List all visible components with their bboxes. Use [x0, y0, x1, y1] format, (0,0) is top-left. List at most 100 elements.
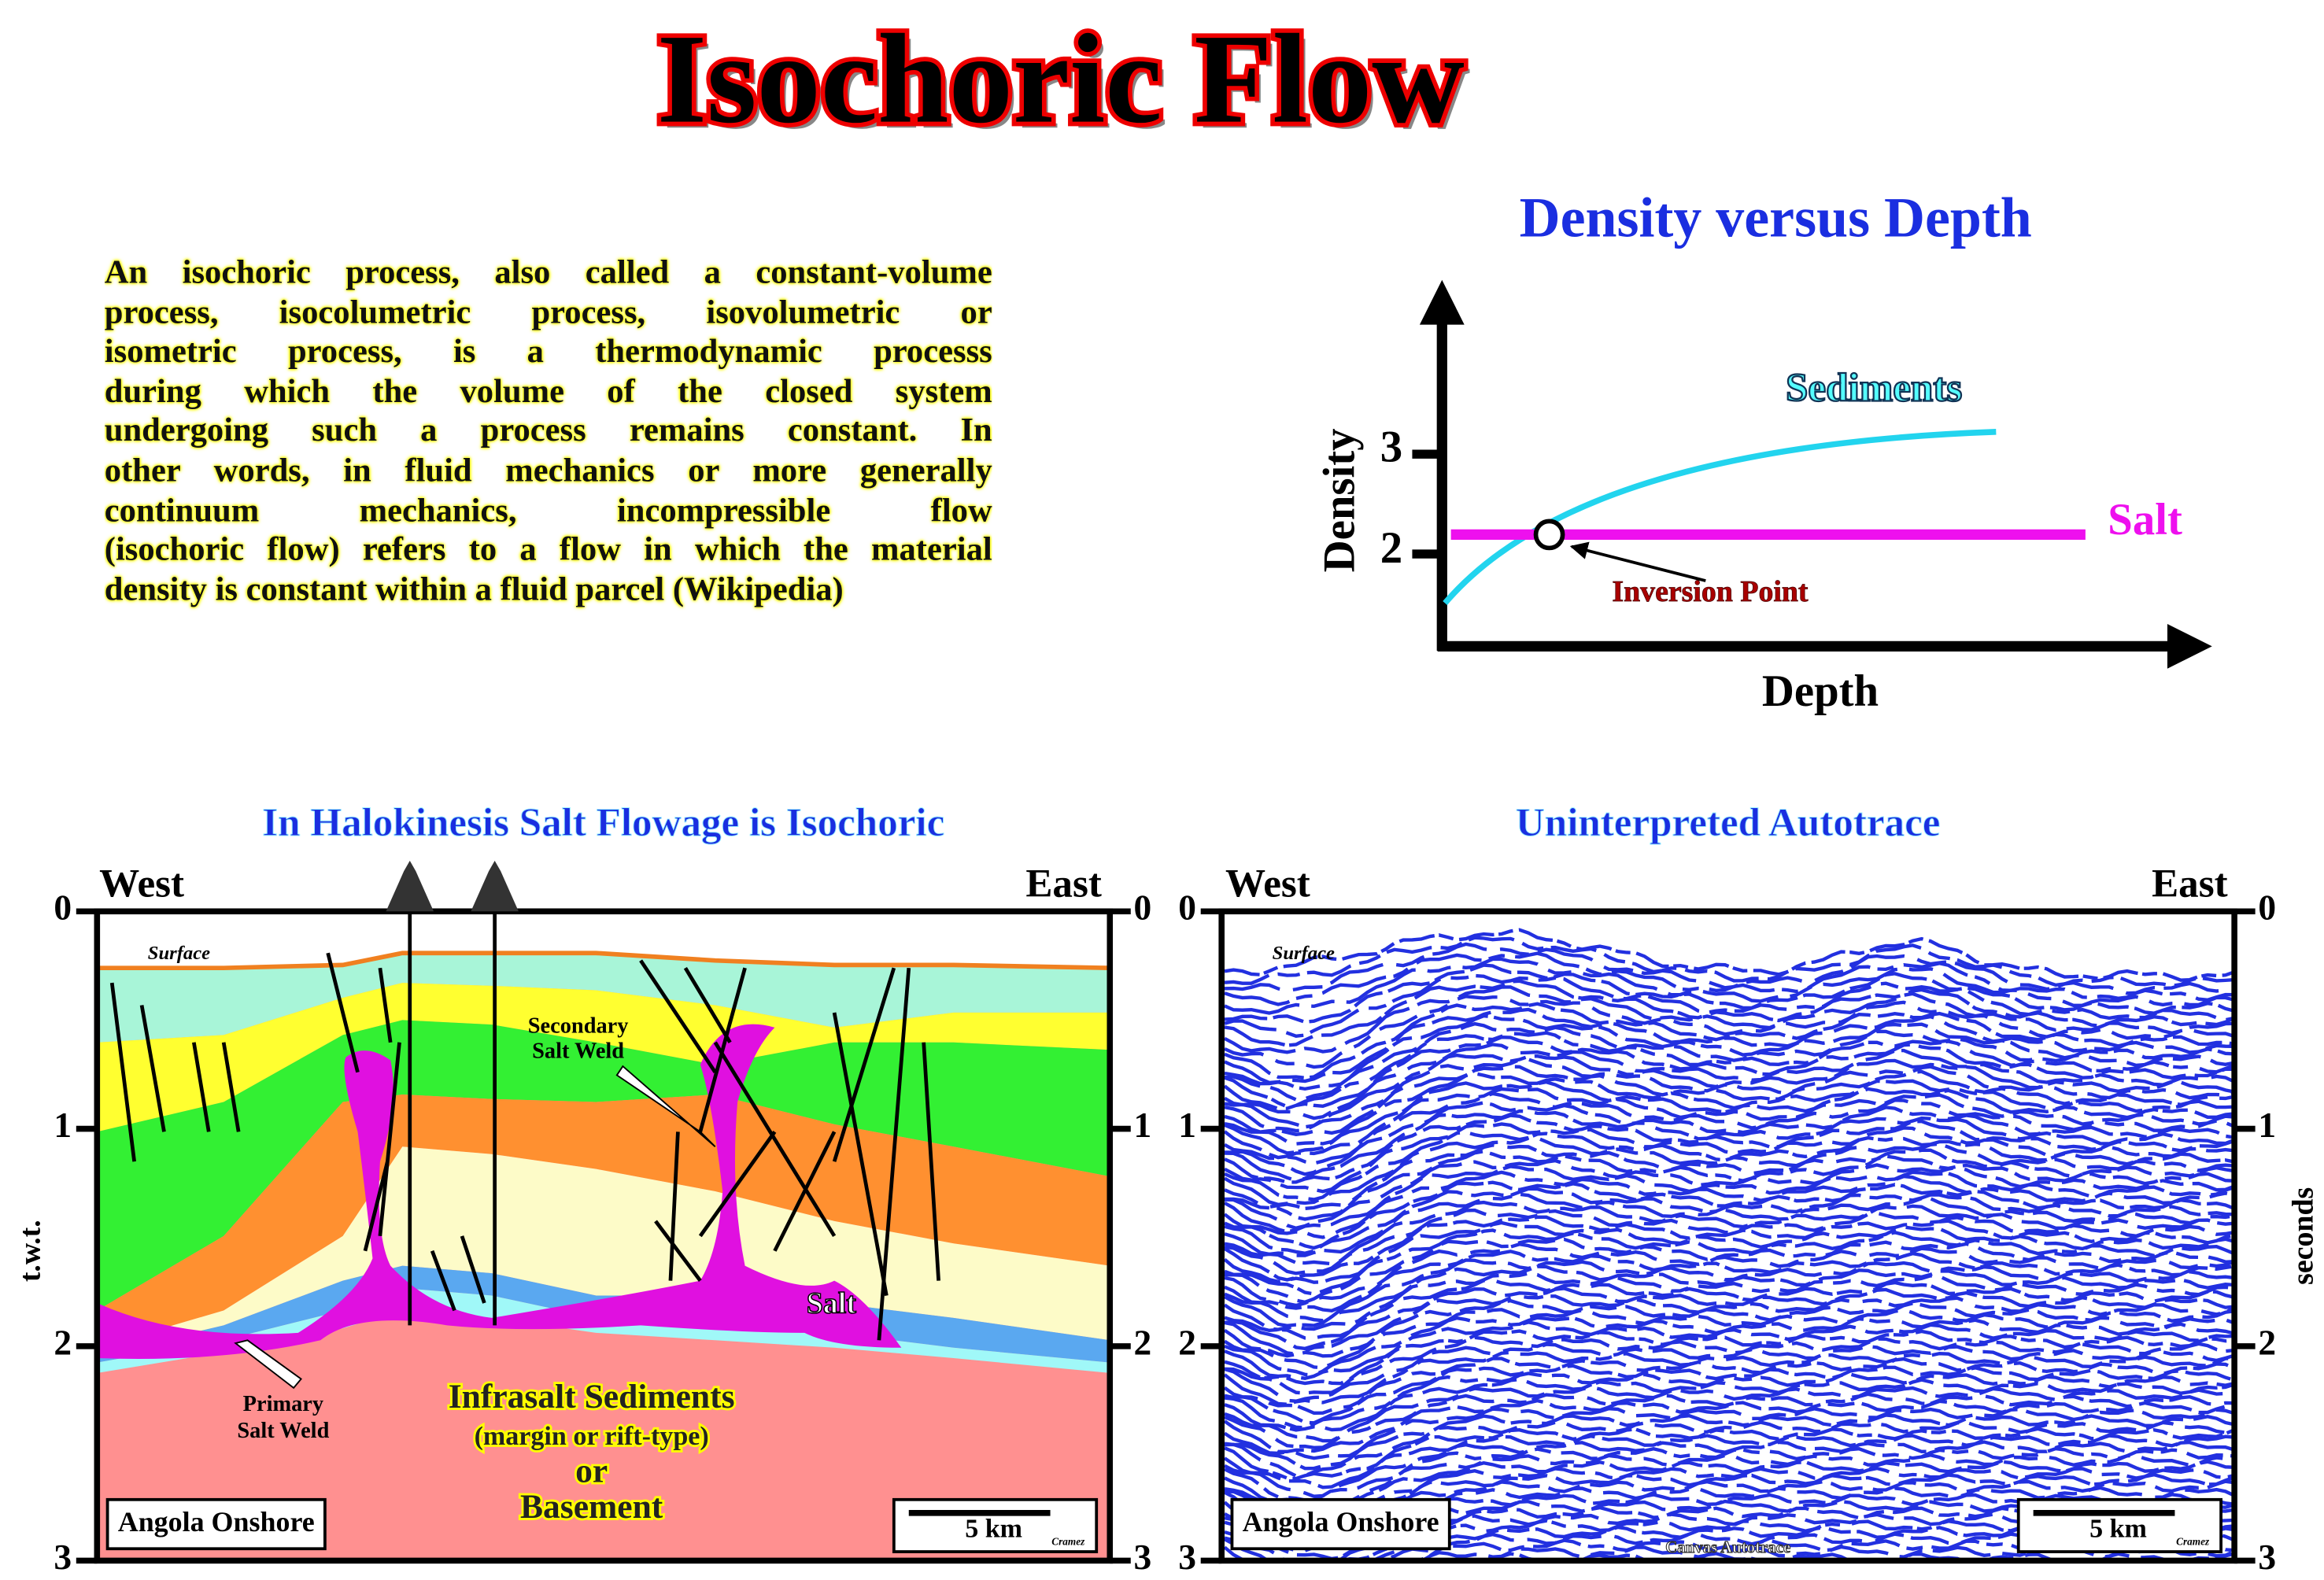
- section-title: Uninterpreted Autotrace: [1516, 800, 1941, 845]
- seismic-trace: [1223, 1308, 2233, 1370]
- cross-section: [98, 913, 1109, 1560]
- weld-label: Secondary: [528, 1013, 629, 1038]
- scale-label: 5 km: [2089, 1514, 2147, 1543]
- seismic-trace: [1223, 1357, 2233, 1416]
- salt: [98, 1024, 902, 1359]
- y-tick-label: 3: [1380, 422, 1402, 471]
- tick-label: 3: [1178, 1538, 1196, 1577]
- seismic-trace: [1224, 1021, 2233, 1102]
- seismic-section: Uninterpreted Autotrace West East second…: [1178, 800, 2320, 1580]
- seismic-trace: [1224, 1228, 2233, 1296]
- seismic-trace: [1223, 1091, 2233, 1165]
- seismic-trace: [1224, 973, 2233, 1039]
- fault: [639, 959, 717, 1073]
- title: Isochoric Flow: [657, 9, 1465, 150]
- infrasalt-label: Infrasalt Sediments: [449, 1378, 735, 1416]
- seismic-trace: [1224, 1002, 2233, 1080]
- salt-label: Salt: [807, 1287, 856, 1320]
- tick-label: 1: [1134, 1106, 1152, 1145]
- tick-label: 3: [2258, 1538, 2276, 1577]
- fault: [654, 1220, 702, 1283]
- seismic-trace: [1224, 1278, 2233, 1340]
- seismic-trace: [1224, 1364, 2233, 1425]
- seismic-trace: [1225, 1567, 2234, 1580]
- weld-label: Salt Weld: [532, 1039, 624, 1064]
- description-line: undergoing such a process remains consta…: [104, 412, 992, 449]
- seismic-trace: [1224, 1101, 2233, 1176]
- frame: [1218, 908, 2237, 1564]
- seismic-trace: [1224, 1237, 2233, 1305]
- fault: [832, 967, 896, 1162]
- seismic-trace: [1224, 1413, 2233, 1471]
- density-chart: Density versus Depth 3 2 Density Depth S…: [1314, 186, 2212, 716]
- scale-label: 5 km: [965, 1514, 1022, 1543]
- axis-label: seconds: [2287, 1187, 2320, 1285]
- seismic-trace: [1224, 1287, 2233, 1351]
- fault: [363, 1161, 390, 1252]
- seismic-trace: [1224, 1294, 2233, 1357]
- seismic-trace: [1223, 1122, 2233, 1194]
- seismic-traces: [1223, 913, 2234, 1580]
- air: [98, 913, 1109, 969]
- tick-label: 3: [54, 1538, 72, 1577]
- tick-label: 0: [2258, 888, 2276, 928]
- fault: [460, 1235, 486, 1304]
- description-line: other words, in fluid mechanics or more …: [104, 451, 992, 489]
- fault: [683, 966, 732, 1044]
- seismic-trace: [1223, 985, 2233, 1054]
- fault: [192, 1042, 211, 1132]
- seismic-trace: [1224, 1031, 2233, 1109]
- layer: [98, 1095, 1109, 1348]
- axis-label: t.w.t.: [14, 1220, 47, 1282]
- annotation-arrow: [1569, 541, 1706, 582]
- seismic-trace: [1224, 979, 2233, 1047]
- surface-line: [98, 951, 1109, 970]
- credit: Cramez: [1051, 1536, 1085, 1548]
- infrasalt-label: (margin or rift-type): [475, 1422, 709, 1451]
- seismic-trace: [1224, 1130, 2233, 1202]
- tick-label: 0: [1134, 888, 1152, 928]
- seismic-trace: [1224, 1453, 2233, 1505]
- description-line: (isochoric flow) refers to a flow in whi…: [104, 530, 992, 568]
- seismic-trace: [1223, 1406, 2233, 1460]
- seismic-trace: [1223, 1298, 2233, 1358]
- x-label: Depth: [1762, 666, 1879, 716]
- seismic-trace: [1224, 1080, 2233, 1155]
- description-text: An isochoric process, also called a cons…: [105, 253, 992, 610]
- fault: [698, 967, 747, 1132]
- infrasalt-label: or: [575, 1453, 608, 1490]
- seismic-trace: [1223, 1087, 2233, 1160]
- description-line: An isochoric process, also called a cons…: [104, 253, 992, 291]
- seismic-trace: [1224, 1007, 2233, 1085]
- seismic-trace: [1223, 1035, 2233, 1111]
- density-title: Density versus Depth: [1520, 186, 2032, 249]
- seismic-trace: [1224, 957, 2233, 1015]
- title-shadow: Isochoric Flow: [663, 14, 1470, 156]
- seismic-trace: [1224, 1200, 2233, 1266]
- fault: [326, 952, 360, 1073]
- credit: Cramez: [2176, 1536, 2210, 1548]
- seismic-trace: [1224, 951, 2233, 1006]
- east-label: East: [1025, 862, 1102, 906]
- description-line: during which the volume of the closed sy…: [104, 371, 992, 410]
- weld-arrow: [234, 1339, 302, 1390]
- description-line: continuum mechanics, incompressible flow: [104, 490, 992, 529]
- fault: [922, 1042, 940, 1281]
- scale-box: [892, 1497, 1099, 1553]
- location-box: [105, 1497, 327, 1551]
- fault: [221, 1042, 241, 1132]
- fault: [668, 1131, 680, 1281]
- seismic-trace: [1224, 1065, 2233, 1136]
- seismic-trace: [1224, 1329, 2233, 1386]
- derrick: [471, 860, 519, 912]
- west-label: West: [1225, 862, 1310, 906]
- seismic-trace: [1224, 1192, 2233, 1257]
- description: An isochoric process, also called a cons…: [105, 253, 992, 610]
- fault: [378, 967, 393, 1043]
- surface-label: Surface: [1273, 943, 1335, 964]
- fault: [109, 982, 136, 1162]
- seismic-trace: [1223, 1165, 2233, 1234]
- seismic-trace: [1224, 1427, 2233, 1481]
- seismic-trace: [1224, 1208, 2233, 1275]
- software-label: Canvas Autotrace: [1665, 1538, 1790, 1556]
